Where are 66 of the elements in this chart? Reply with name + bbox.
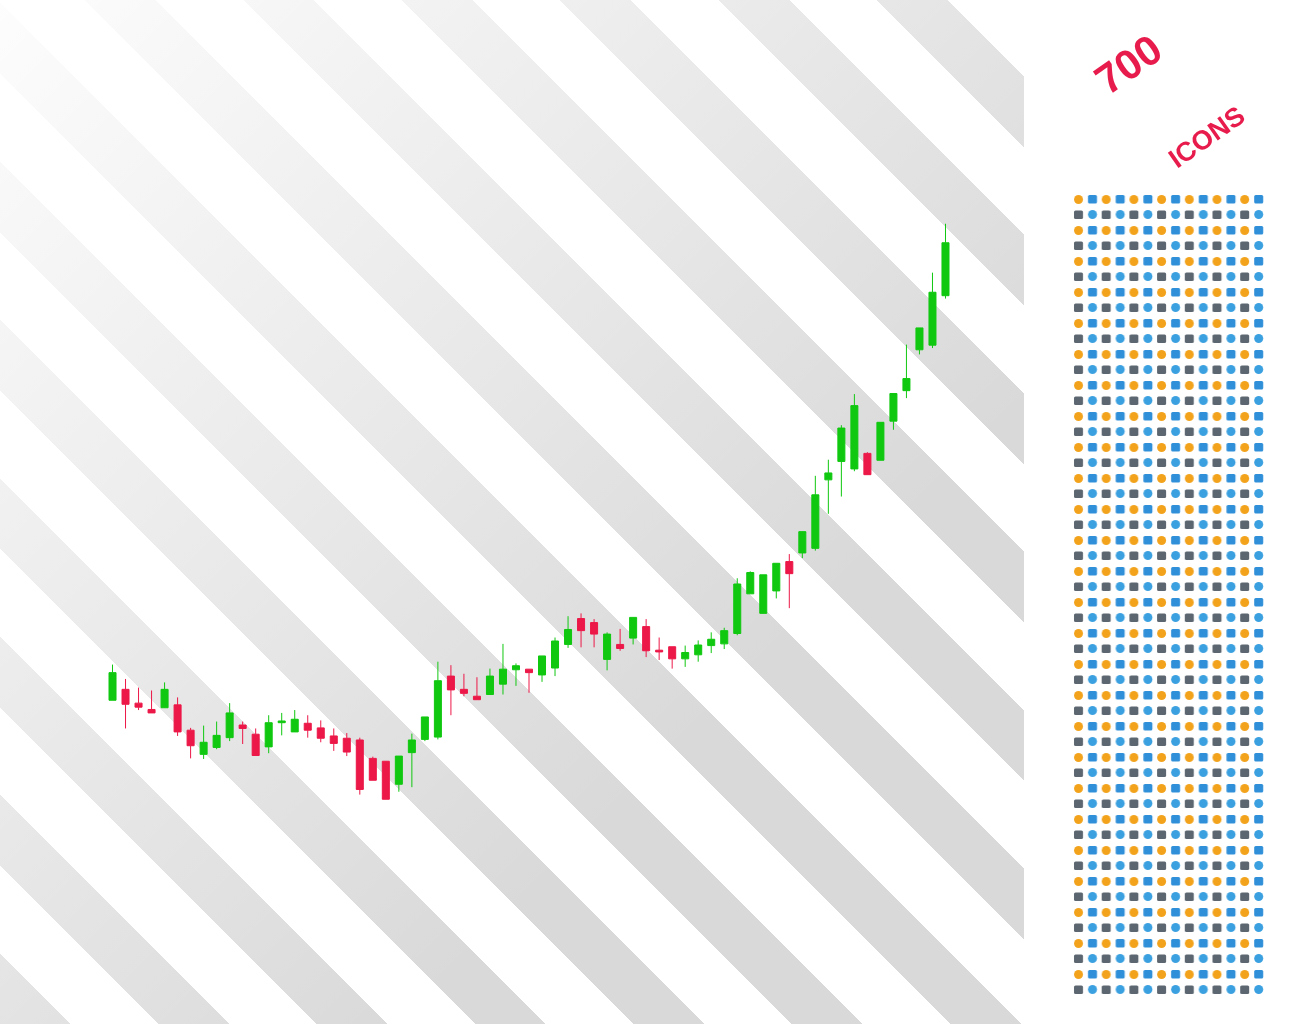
candlestick [134, 687, 143, 711]
candlestick [798, 531, 807, 559]
candlestick [160, 681, 169, 709]
candlestick [199, 725, 208, 760]
candlestick [264, 714, 273, 754]
candlestick [238, 721, 247, 745]
candlestick [420, 716, 429, 742]
candlestick [407, 733, 416, 788]
candlestick [889, 393, 898, 431]
candlestick [694, 639, 703, 663]
candlestick [186, 727, 195, 759]
candlestick [590, 618, 599, 648]
candlestick [824, 459, 833, 515]
candlestick [147, 689, 156, 714]
candlestick [485, 668, 494, 696]
candlestick [681, 645, 690, 668]
candlestick [342, 732, 351, 757]
candlestick [394, 755, 403, 793]
candlestick [850, 393, 859, 472]
candlestick [746, 570, 755, 595]
candlestick [928, 272, 937, 349]
candlestick [472, 676, 481, 701]
candlestick [811, 475, 820, 552]
candlestick [577, 612, 586, 648]
candlestick [668, 646, 677, 670]
candlestick [381, 760, 390, 800]
candlestick [433, 661, 442, 740]
candlestick [173, 696, 182, 737]
candlestick [941, 223, 950, 300]
candlestick [355, 737, 364, 796]
candlestick [655, 637, 664, 661]
candlestick [303, 714, 312, 739]
candlestick [551, 637, 560, 677]
candlestick [446, 664, 455, 716]
candlestick [316, 719, 325, 743]
candlestick [902, 344, 911, 399]
candlestick [915, 327, 924, 355]
candlestick [642, 618, 651, 658]
candlestick [603, 631, 612, 671]
candlestick [759, 574, 768, 614]
candlestick [498, 643, 507, 696]
candlestick [290, 709, 299, 733]
candlestick [368, 756, 377, 781]
candlestick [564, 615, 573, 649]
candlestick [876, 421, 885, 461]
candlestick [251, 727, 260, 757]
candlestick [329, 727, 338, 752]
candlestick [212, 721, 221, 750]
candlestick [863, 451, 872, 476]
candlestick [707, 631, 716, 654]
candlestick [616, 628, 625, 652]
candlestick [629, 616, 638, 645]
candlestick [459, 673, 468, 697]
candlestick [108, 664, 117, 701]
candlestick [524, 668, 534, 694]
candlestick [720, 627, 729, 650]
candlestick [733, 577, 742, 636]
candlestick [538, 655, 547, 683]
candlestick [837, 424, 846, 498]
candlestick [121, 678, 130, 729]
text: 700 [1086, 25, 1171, 104]
candlestick [277, 712, 286, 736]
candlestick [225, 702, 234, 742]
candlestick [785, 553, 794, 609]
candlestick [772, 562, 781, 599]
candlestick [511, 662, 520, 687]
